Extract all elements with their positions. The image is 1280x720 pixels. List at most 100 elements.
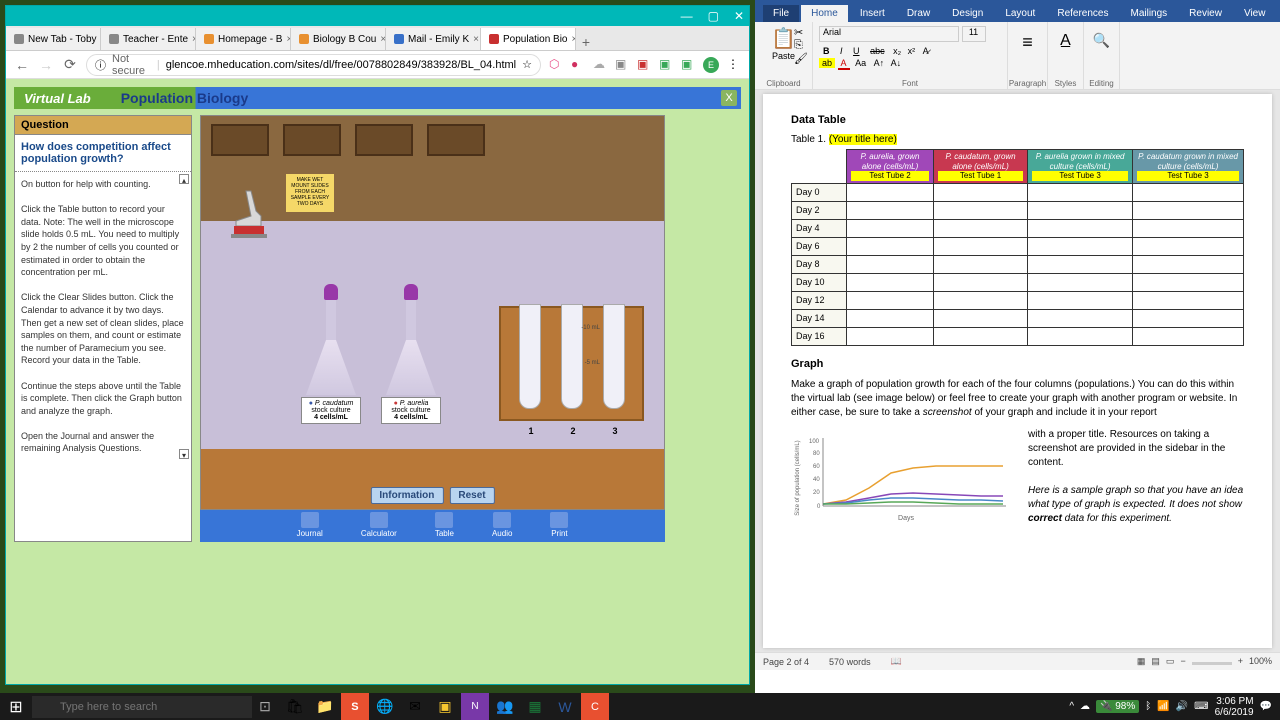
calculator-tool[interactable]: Calculator: [361, 512, 397, 542]
excel-icon[interactable]: ▦: [521, 693, 549, 720]
zoom-in-button[interactable]: +: [1238, 656, 1243, 667]
superscript-button[interactable]: x²: [906, 46, 918, 56]
underline-button[interactable]: U: [849, 46, 864, 56]
forward-button[interactable]: →: [38, 57, 54, 73]
test-tube-2[interactable]: -10 mL-5 mL2: [561, 304, 583, 409]
format-painter-icon[interactable]: 🖌: [794, 53, 808, 65]
change-case-button[interactable]: Aa: [852, 58, 869, 68]
address-bar[interactable]: ⓘ Not secure | glencoe.mheducation.com/s…: [86, 54, 541, 76]
input-icon[interactable]: ⌨: [1194, 701, 1208, 712]
view-mode-icon[interactable]: ▤: [1151, 656, 1160, 667]
paragraph-icon[interactable]: ≡: [1014, 32, 1041, 53]
table-tool[interactable]: Table: [435, 512, 454, 542]
ribbon-tab-home[interactable]: Home: [801, 5, 848, 22]
ext-icon[interactable]: ▣: [637, 57, 651, 71]
tray-expand-icon[interactable]: ^: [1069, 701, 1074, 712]
back-button[interactable]: ←: [14, 57, 30, 73]
ribbon-tab-draw[interactable]: Draw: [897, 5, 940, 22]
ribbon-tab-mailings[interactable]: Mailings: [1120, 5, 1177, 22]
profile-icon[interactable]: E: [703, 57, 719, 73]
clock[interactable]: 3:06 PM 6/6/2019: [1215, 696, 1254, 718]
search-input[interactable]: [32, 696, 252, 718]
flask-aurelia[interactable]: ● P. aureliastock culture4 cells/mL: [381, 284, 441, 424]
ribbon-tab-design[interactable]: Design: [942, 5, 993, 22]
new-tab-button[interactable]: +: [576, 34, 596, 50]
word-icon[interactable]: W: [551, 693, 579, 720]
italic-button[interactable]: I: [836, 46, 847, 56]
cut-icon[interactable]: ✂: [794, 27, 803, 39]
mail-icon[interactable]: ✉: [401, 693, 429, 720]
ribbon-tab-insert[interactable]: Insert: [850, 5, 895, 22]
close-button[interactable]: ✕: [734, 9, 744, 23]
font-size-select[interactable]: 11: [962, 26, 986, 42]
store-icon[interactable]: 🛍: [281, 693, 309, 720]
audio-tool[interactable]: Audio: [492, 512, 512, 542]
app-icon[interactable]: ▣: [431, 693, 459, 720]
tab-teacher[interactable]: Teacher - Ente×: [101, 28, 196, 50]
tab-close-icon[interactable]: ×: [473, 34, 479, 45]
ribbon-tab-references[interactable]: References: [1047, 5, 1118, 22]
print-tool[interactable]: Print: [550, 512, 568, 542]
volume-icon[interactable]: 🔊: [1176, 701, 1188, 712]
shrink-font-button[interactable]: A↓: [889, 58, 904, 68]
grow-font-button[interactable]: A↑: [872, 58, 887, 68]
word-count[interactable]: 570 words: [829, 657, 871, 667]
scroll-up-button[interactable]: ▴: [179, 174, 189, 184]
ext-icon[interactable]: ▣: [615, 57, 629, 71]
app-icon[interactable]: C: [581, 693, 609, 720]
tab-homepage[interactable]: Homepage - B×: [196, 28, 291, 50]
explorer-icon[interactable]: 📁: [311, 693, 339, 720]
ribbon-tab-file[interactable]: File: [763, 5, 799, 22]
page-indicator[interactable]: Page 2 of 4: [763, 657, 809, 667]
highlight-button[interactable]: ab: [819, 58, 835, 68]
view-mode-icon[interactable]: ▦: [1137, 656, 1146, 667]
task-view-icon[interactable]: ⊡: [251, 693, 279, 720]
tab-toby[interactable]: New Tab - Toby×: [6, 28, 101, 50]
notifications-icon[interactable]: 💬: [1260, 701, 1272, 712]
menu-icon[interactable]: ⋮: [727, 57, 741, 71]
zoom-level[interactable]: 100%: [1249, 656, 1272, 667]
tab-mail[interactable]: Mail - Emily K×: [386, 28, 481, 50]
chrome-icon[interactable]: 🌐: [371, 693, 399, 720]
wifi-icon[interactable]: 📶: [1157, 701, 1169, 712]
lab-close-button[interactable]: X: [721, 90, 737, 106]
spell-check-icon[interactable]: 📖: [891, 656, 902, 667]
test-tube-1[interactable]: 1: [519, 304, 541, 409]
minimize-button[interactable]: —: [681, 9, 693, 23]
reload-button[interactable]: ⟳: [62, 57, 78, 73]
reset-button[interactable]: Reset: [449, 487, 494, 504]
view-mode-icon[interactable]: ▭: [1166, 656, 1175, 667]
ext-icon[interactable]: ☁: [593, 57, 607, 71]
ext-icon[interactable]: ▣: [659, 57, 673, 71]
ext-icon[interactable]: ▣: [681, 57, 695, 71]
clear-format-button[interactable]: A̷: [920, 46, 932, 56]
start-button[interactable]: ⊞: [0, 693, 32, 720]
onedrive-icon[interactable]: ☁: [1080, 701, 1090, 712]
battery-indicator[interactable]: 🔌 98%: [1096, 700, 1139, 713]
ribbon-tab-review[interactable]: Review: [1179, 5, 1232, 22]
scroll-down-button[interactable]: ▾: [179, 449, 189, 459]
bluetooth-icon[interactable]: ᛒ: [1145, 701, 1151, 712]
copy-icon[interactable]: ⎘: [794, 39, 803, 51]
font-color-button[interactable]: A: [838, 58, 850, 70]
ext-icon[interactable]: ⬡: [549, 57, 563, 71]
test-tube-3[interactable]: 3: [603, 304, 625, 409]
microscope[interactable]: [226, 186, 281, 241]
ribbon-tab-layout[interactable]: Layout: [995, 5, 1045, 22]
teams-icon[interactable]: 👥: [491, 693, 519, 720]
ribbon-tab-view[interactable]: View: [1234, 5, 1276, 22]
styles-icon[interactable]: A̲: [1054, 32, 1077, 50]
tab-population[interactable]: Population Bio×: [481, 28, 576, 50]
onenote-icon[interactable]: N: [461, 693, 489, 720]
find-icon[interactable]: 🔍: [1090, 32, 1113, 49]
app-icon[interactable]: S: [341, 693, 369, 720]
maximize-button[interactable]: ▢: [708, 9, 719, 23]
font-family-select[interactable]: Arial: [819, 26, 959, 42]
word-page[interactable]: Data Table Table 1. (Your title here) P.…: [763, 94, 1272, 648]
zoom-out-button[interactable]: −: [1180, 656, 1185, 667]
star-icon[interactable]: ☆: [522, 58, 532, 71]
ext-icon[interactable]: ●: [571, 57, 585, 71]
tab-biology[interactable]: Biology B Cou×: [291, 28, 386, 50]
subscript-button[interactable]: x₂: [891, 46, 903, 56]
information-button[interactable]: Information: [370, 487, 443, 504]
